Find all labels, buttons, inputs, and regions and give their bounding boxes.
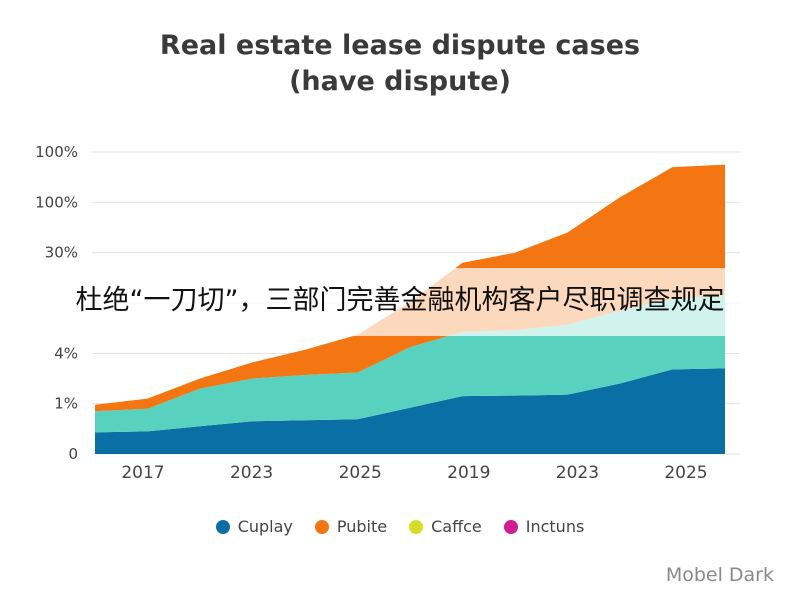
chart-legend: Cuplay Pubite Caffce Inctuns bbox=[0, 517, 800, 536]
x-tick-label: 2025 bbox=[664, 463, 707, 483]
legend-swatch bbox=[409, 519, 424, 534]
overlay-banner bbox=[0, 268, 800, 336]
x-tick-label: 2023 bbox=[556, 463, 599, 483]
y-tick-label: 0 bbox=[68, 445, 78, 463]
watermark: Mobel Dark bbox=[665, 564, 774, 586]
chart-title-line2: (have dispute) bbox=[289, 66, 511, 97]
legend-swatch bbox=[503, 519, 518, 534]
y-axis-ticks: 100% 100% 30% 4% 1% 0 bbox=[35, 143, 78, 463]
legend-label: Caffce bbox=[431, 517, 482, 536]
chart-title-line1: Real estate lease dispute cases bbox=[159, 30, 641, 61]
y-tick-label: 30% bbox=[45, 244, 78, 262]
legend-label: Pubite bbox=[336, 517, 388, 536]
legend-label: Inctuns bbox=[525, 517, 585, 536]
x-tick-label: 2017 bbox=[121, 463, 164, 483]
chart-title: Real estate lease dispute cases (have di… bbox=[0, 28, 800, 100]
legend-label: Cuplay bbox=[237, 517, 293, 536]
overlay-headline: 杜绝“一刀切”，三部门完善金融机构客户尽职调查规定 bbox=[75, 285, 725, 316]
legend-item: Pubite bbox=[314, 517, 388, 536]
y-tick-label: 1% bbox=[54, 395, 78, 413]
legend-swatch bbox=[314, 519, 329, 534]
x-tick-label: 2025 bbox=[339, 463, 382, 483]
x-axis-ticks: 2017 2023 2025 2019 2023 2025 bbox=[121, 463, 707, 483]
legend-swatch bbox=[215, 519, 230, 534]
x-tick-label: 2019 bbox=[447, 463, 490, 483]
x-tick-label: 2023 bbox=[230, 463, 273, 483]
area-series-1 bbox=[95, 368, 725, 454]
legend-item: Caffce bbox=[409, 517, 482, 536]
legend-item: Inctuns bbox=[503, 517, 585, 536]
y-tick-label: 100% bbox=[35, 143, 78, 161]
y-tick-label: 4% bbox=[54, 344, 78, 362]
legend-item: Cuplay bbox=[215, 517, 293, 536]
y-tick-label: 100% bbox=[35, 193, 78, 211]
